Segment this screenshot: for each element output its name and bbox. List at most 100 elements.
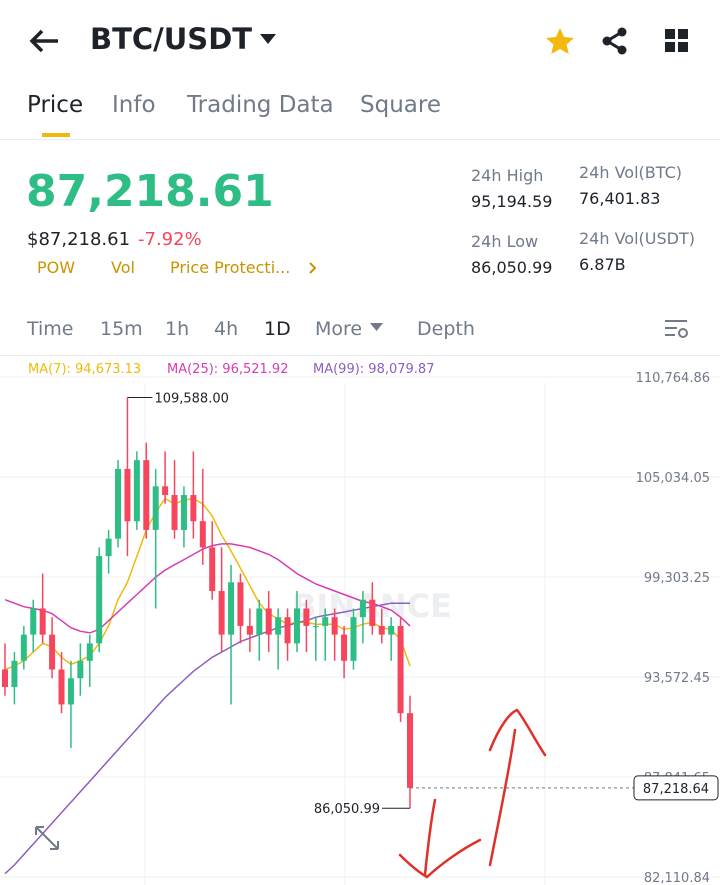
candle-body bbox=[209, 547, 216, 592]
candle-body bbox=[11, 660, 18, 687]
ma-legend: MA(25): 96,521.92 bbox=[167, 362, 289, 377]
candle-body bbox=[378, 625, 385, 635]
tab[interactable]: Info bbox=[112, 92, 156, 118]
tab[interactable]: Square bbox=[360, 92, 441, 118]
fiat-price: $87,218.61 bbox=[27, 229, 131, 250]
dropdown-icon[interactable] bbox=[370, 323, 383, 332]
candle-body bbox=[228, 582, 235, 635]
candle-body bbox=[246, 625, 253, 635]
price-tag-label: 87,218.64 bbox=[643, 782, 709, 797]
interval[interactable]: More bbox=[315, 318, 363, 340]
expand-icon[interactable] bbox=[33, 824, 61, 852]
pair-title[interactable]: BTC/USDT bbox=[90, 22, 253, 56]
interval[interactable]: 15m bbox=[100, 318, 143, 340]
last-price: 87,218.61 bbox=[26, 166, 274, 217]
back-button[interactable] bbox=[28, 28, 60, 54]
tag[interactable]: POW bbox=[37, 258, 76, 277]
price-change: -7.92% bbox=[138, 229, 202, 250]
candle-body bbox=[359, 599, 366, 618]
dropdown-icon[interactable] bbox=[260, 34, 276, 46]
candle-body bbox=[49, 634, 56, 670]
ma-legend: MA(7): 94,673.13 bbox=[28, 362, 142, 377]
stat-value: 76,401.83 bbox=[579, 189, 661, 208]
y-tick-label: 110,764.86 bbox=[636, 371, 710, 386]
candle-body bbox=[397, 625, 404, 714]
divider bbox=[0, 355, 720, 356]
divider bbox=[0, 139, 720, 140]
stat-value: 95,194.59 bbox=[471, 192, 553, 211]
chart: BINANCE 82,110.8487,841.6593,572.4599,30… bbox=[0, 371, 720, 885]
grid-icon[interactable] bbox=[665, 29, 689, 53]
candle-body bbox=[350, 617, 357, 661]
share-icon[interactable] bbox=[601, 27, 629, 55]
candle-body bbox=[218, 591, 225, 635]
y-tick-label: 99,303.25 bbox=[644, 571, 710, 586]
candle-body bbox=[171, 495, 178, 530]
ma-line bbox=[4, 602, 410, 875]
interval-active[interactable]: 1D bbox=[264, 318, 291, 340]
candle-body bbox=[388, 625, 395, 635]
interval[interactable]: Time bbox=[27, 318, 74, 340]
ma-line bbox=[4, 543, 411, 634]
chevron bbox=[309, 262, 317, 274]
candle-body bbox=[77, 660, 84, 679]
low-label: 86,050.99 bbox=[314, 802, 380, 817]
candle-body bbox=[58, 669, 65, 705]
candle-body bbox=[39, 608, 46, 635]
candle-body bbox=[2, 669, 8, 687]
candle-body bbox=[199, 521, 206, 548]
stat-value: 86,050.99 bbox=[471, 258, 553, 277]
tag[interactable]: Vol bbox=[111, 258, 135, 277]
candle-body bbox=[293, 608, 300, 644]
high-label: 109,588.00 bbox=[154, 392, 228, 407]
interval[interactable]: Depth bbox=[417, 318, 475, 340]
stat-label: 24h Vol(USDT) bbox=[579, 229, 695, 248]
interval[interactable]: 4h bbox=[214, 318, 239, 340]
candle-body bbox=[275, 617, 282, 635]
candle-body bbox=[190, 495, 197, 522]
y-tick-label: 93,572.45 bbox=[644, 671, 710, 686]
candle-body bbox=[133, 460, 140, 522]
candle-body bbox=[152, 486, 159, 530]
tab-indicator bbox=[42, 133, 70, 137]
stat-value: 6.87B bbox=[579, 255, 626, 274]
ma-legend: MA(99): 98,079.87 bbox=[313, 362, 435, 377]
candle-body bbox=[312, 625, 319, 627]
candle-body bbox=[237, 582, 244, 626]
candle-body bbox=[115, 468, 122, 539]
hand-drawn-arrows bbox=[398, 708, 547, 879]
candle-body bbox=[369, 599, 376, 626]
candle-body bbox=[124, 468, 131, 522]
tag[interactable]: Price Protecti... bbox=[170, 258, 291, 277]
candle-body bbox=[256, 608, 263, 635]
candle-body bbox=[96, 556, 103, 644]
candle-body bbox=[67, 678, 74, 705]
stat-label: 24h Low bbox=[471, 232, 539, 251]
y-tick-label: 105,034.05 bbox=[636, 471, 710, 486]
candle-body bbox=[105, 538, 112, 557]
candle-body bbox=[162, 486, 169, 496]
candle-body bbox=[180, 495, 187, 530]
stat-label: 24h Vol(BTC) bbox=[579, 163, 682, 182]
candle-body bbox=[20, 634, 27, 661]
candle-body bbox=[407, 713, 413, 788]
interval[interactable]: 1h bbox=[165, 318, 190, 340]
candle-body bbox=[331, 617, 338, 635]
ma-line bbox=[4, 497, 411, 671]
price-tag bbox=[633, 775, 719, 801]
stat-label: 24h High bbox=[471, 166, 544, 185]
candle-body bbox=[265, 608, 272, 635]
y-tick-label: 82,110.84 bbox=[644, 871, 710, 885]
candle-body bbox=[284, 617, 291, 644]
tab-active[interactable]: Price bbox=[27, 92, 84, 118]
candle-body bbox=[86, 643, 93, 661]
candle-body bbox=[303, 608, 310, 626]
settings-icon[interactable] bbox=[664, 318, 690, 340]
favorite-icon[interactable] bbox=[545, 27, 575, 55]
candle-body bbox=[30, 608, 37, 635]
candle-body bbox=[143, 460, 150, 530]
tab[interactable]: Trading Data bbox=[187, 92, 334, 118]
candle-body bbox=[341, 634, 348, 661]
candle-body bbox=[322, 617, 329, 626]
